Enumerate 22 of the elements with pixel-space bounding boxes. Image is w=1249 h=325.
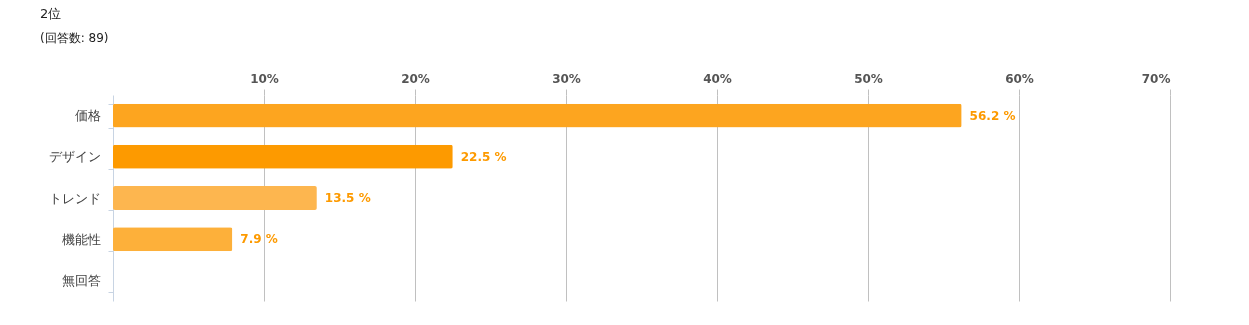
y-tick-label: 価格: [74, 108, 101, 124]
chart-subtitle: (回答数: 89): [40, 31, 109, 45]
y-tick-label: デザイン: [48, 149, 101, 165]
y-tick-label: 無回答: [61, 272, 101, 288]
x-tick-label: 10%: [250, 71, 279, 86]
y-tick-label: トレンド: [48, 190, 101, 206]
x-tick-label: 40%: [703, 71, 732, 86]
data-label: 22.5 %: [460, 149, 507, 164]
x-tick-label: 50%: [854, 71, 883, 86]
chart-title: 2位: [40, 6, 62, 21]
x-tick-label: 30%: [552, 71, 581, 86]
x-tick-label: 70%: [1141, 71, 1171, 86]
x-tick-label: 20%: [401, 71, 430, 86]
x-tick-label: 60%: [1005, 71, 1034, 86]
data-label: 56.2 %: [969, 108, 1016, 123]
bar: [113, 227, 233, 252]
bar: [113, 186, 317, 210]
bar: [113, 144, 453, 169]
data-label: 7.9 %: [240, 232, 278, 247]
y-tick-label: 機能性: [61, 231, 101, 247]
data-label: 13.5 %: [324, 191, 371, 205]
bar: [113, 103, 962, 128]
